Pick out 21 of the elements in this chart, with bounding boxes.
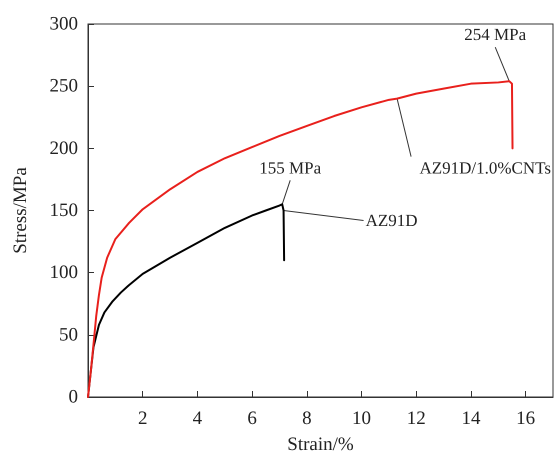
x-tick-label: 14 xyxy=(461,408,481,429)
annotation: 254 MPa xyxy=(464,25,527,44)
x-tick-label: 12 xyxy=(406,408,426,429)
y-tick-label: 250 xyxy=(50,76,78,97)
x-tick-label: 4 xyxy=(192,408,203,429)
annotation: 155 MPa xyxy=(259,158,322,178)
x-tick-label: 2 xyxy=(138,408,148,429)
y-tick-label: 150 xyxy=(50,200,78,221)
x-tick-label: 10 xyxy=(352,408,372,429)
x-axis-title: Strain/% xyxy=(287,434,354,455)
y-tick-label: 200 xyxy=(50,138,78,159)
y-tick-label: 0 xyxy=(68,386,78,408)
y-tick-label: 100 xyxy=(50,262,78,284)
text: AZ91D xyxy=(366,211,418,230)
y-tick-label: 300 xyxy=(50,14,78,34)
x-tick-label: 8 xyxy=(302,408,312,429)
y-axis-title: Stress/MPa xyxy=(10,166,31,254)
series-label: AZ91D/1.0%CNTs xyxy=(419,158,551,178)
x-tick-label: 6 xyxy=(247,408,257,429)
x-tick-label: 16 xyxy=(516,408,536,429)
y-tick-label: 50 xyxy=(59,324,78,346)
